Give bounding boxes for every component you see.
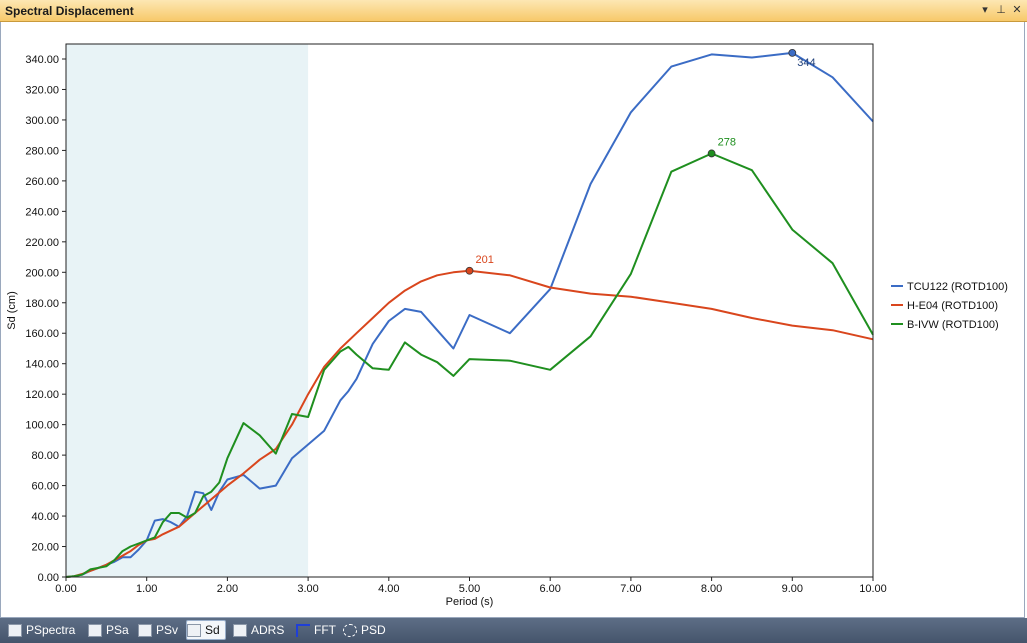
tab-label: PSa (106, 623, 129, 637)
y-tick-label: 180.00 (25, 298, 59, 310)
x-tick-label: 10.00 (859, 583, 887, 595)
dropdown-icon[interactable]: ▾ (982, 4, 988, 16)
peak-marker (707, 149, 716, 158)
tab-pspectra[interactable]: PSpectra (8, 620, 80, 640)
tab-psd[interactable]: PSD (343, 620, 389, 640)
tab-sd[interactable]: Sd (186, 620, 226, 640)
fft-icon (296, 623, 310, 637)
x-tick-label: 8.00 (701, 583, 722, 595)
y-tick-label: 100.00 (25, 420, 59, 432)
tab-label: PSv (156, 623, 179, 637)
peak-label: 278 (718, 136, 736, 148)
tab-psa[interactable]: PSa (88, 620, 132, 640)
x-tick-label: 6.00 (539, 583, 560, 595)
peak-label: 201 (476, 254, 494, 266)
y-tick-label: 220.00 (25, 237, 59, 249)
y-tick-label: 300.00 (25, 115, 59, 127)
spectral-displacement-chart: 344 201 278 0.00 1.00 2.00 3.00 4.00 5.00 6.00 7.… (6, 43, 1008, 608)
legend: TCU122 (ROTD100) H-E04 (ROTD100) B-IVW (RO… (891, 281, 1008, 331)
psa-icon (88, 623, 102, 637)
panel-title: Spectral Displacement (5, 4, 134, 18)
peak-marker (465, 266, 474, 275)
tab-fft[interactable]: FFT (296, 620, 336, 640)
y-tick-label: 240.00 (25, 206, 59, 218)
y-tick-label: 40.00 (31, 511, 59, 523)
panel-titlebar: Spectral Displacement ▾ ⊥ ✕ (0, 0, 1027, 22)
pspectra-icon (8, 623, 22, 637)
x-axis-label: Period (s) (446, 596, 494, 608)
psd-icon (343, 623, 357, 637)
peak-label: 344 (797, 57, 815, 69)
chart-panel: 344 201 278 0.00 1.00 2.00 3.00 4.00 5.00 6.00 7.… (0, 22, 1025, 618)
y-tick-label: 20.00 (31, 542, 59, 554)
legend-label: B-IVW (ROTD100) (907, 319, 999, 331)
close-icon[interactable]: ✕ (1012, 4, 1022, 16)
tab-psv[interactable]: PSv (138, 620, 182, 640)
x-tick-label: 3.00 (297, 583, 318, 595)
sd-icon (187, 623, 201, 637)
y-tick-label: 120.00 (25, 389, 59, 401)
series-line-1 (65, 269, 874, 578)
y-tick-label: 60.00 (31, 481, 59, 493)
x-tick-label: 5.00 (459, 583, 480, 595)
legend-label: TCU122 (ROTD100) (907, 281, 1008, 293)
y-tick-label: 200.00 (25, 267, 59, 279)
series-line-0 (65, 51, 874, 578)
adrs-icon (233, 623, 247, 637)
tab-label: ADRS (251, 623, 285, 637)
bottom-tab-bar: PSpectra PSa PSv Sd ADRS FFT PSD (0, 618, 1027, 643)
x-tick-label: 1.00 (136, 583, 157, 595)
x-tick-label: 0.00 (55, 583, 76, 595)
pin-icon[interactable]: ⊥ (996, 4, 1006, 16)
x-tick-label: 7.00 (620, 583, 641, 595)
tab-adrs[interactable]: ADRS (233, 620, 289, 640)
legend-label: H-E04 (ROTD100) (907, 300, 998, 312)
x-tick-label: 2.00 (217, 583, 238, 595)
shaded-period-range (66, 44, 309, 577)
psv-icon (138, 623, 152, 637)
y-tick-label: 320.00 (25, 84, 59, 96)
y-tick-label: 80.00 (31, 450, 59, 462)
y-tick-label: 160.00 (25, 328, 59, 340)
x-tick-label: 4.00 (378, 583, 399, 595)
peak-marker (788, 49, 797, 57)
tab-label: Sd (205, 623, 220, 637)
y-tick-label: 140.00 (25, 359, 59, 371)
y-tick-label: 280.00 (25, 145, 59, 157)
tab-label: PSpectra (26, 623, 76, 637)
tab-label: PSD (361, 623, 386, 637)
y-tick-label: 340.00 (25, 54, 59, 66)
y-axis-label: Sd (cm) (6, 291, 18, 330)
y-tick-label: 0.00 (38, 572, 59, 584)
x-tick-label: 9.00 (782, 583, 803, 595)
tab-label: FFT (314, 623, 336, 637)
y-tick-label: 260.00 (25, 176, 59, 188)
series-line-2 (65, 152, 874, 578)
